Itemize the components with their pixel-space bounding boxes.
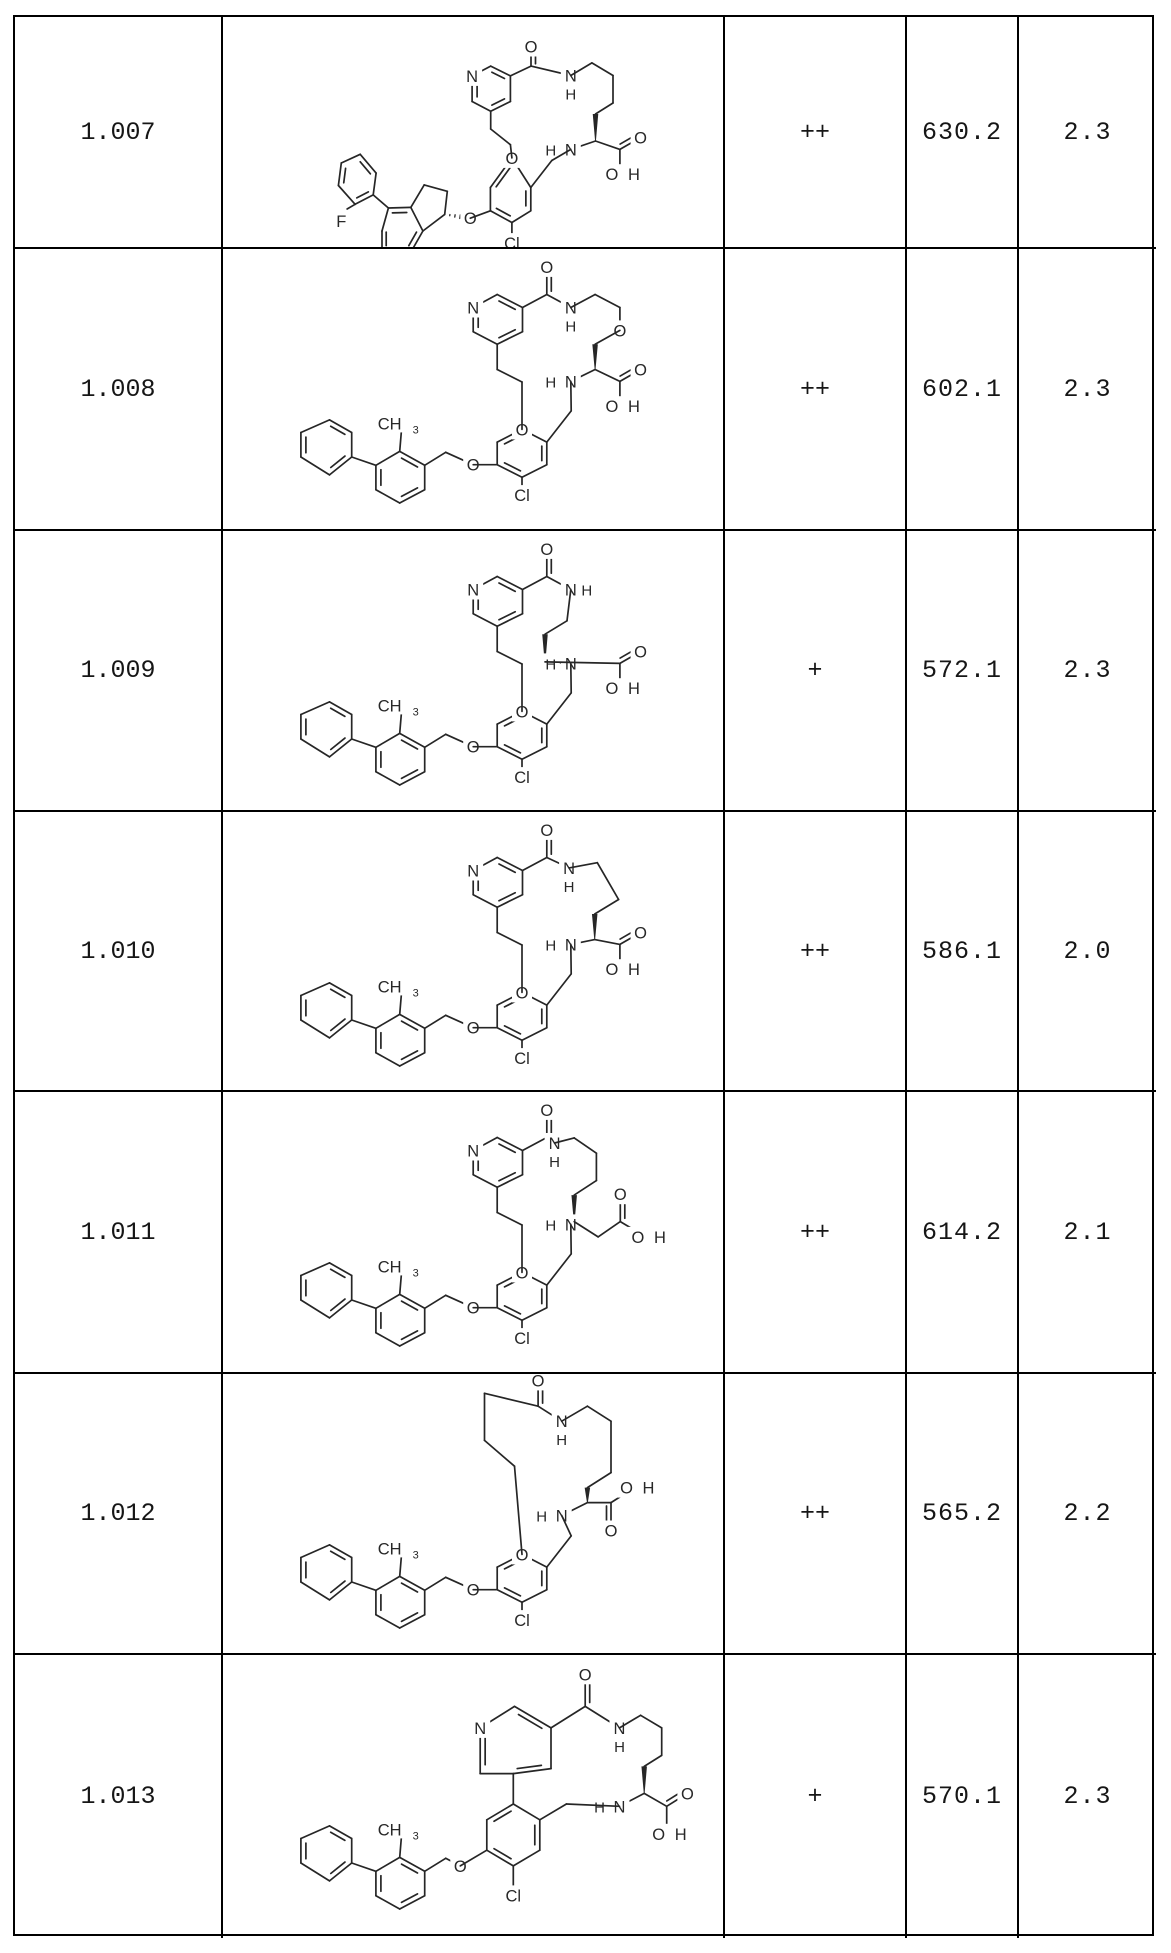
svg-text:H: H <box>594 1799 605 1816</box>
svg-text:O: O <box>540 259 553 277</box>
svg-text:3: 3 <box>413 706 419 718</box>
svg-text:F: F <box>336 213 346 231</box>
svg-text:O: O <box>614 1186 627 1204</box>
svg-text:3: 3 <box>413 987 419 999</box>
svg-text:O: O <box>681 1785 694 1803</box>
svg-text:O: O <box>467 1020 480 1038</box>
svg-text:O: O <box>631 1229 644 1247</box>
svg-text:O: O <box>605 961 618 979</box>
svg-text:N: N <box>467 582 479 600</box>
svg-text:O: O <box>464 210 477 228</box>
svg-text:O: O <box>532 1374 545 1390</box>
svg-text:H: H <box>549 1154 560 1171</box>
svg-text:O: O <box>540 541 553 559</box>
svg-text:O: O <box>613 322 626 340</box>
svg-text:CH: CH <box>378 415 402 433</box>
svg-text:H: H <box>565 87 576 104</box>
svg-text:O: O <box>634 925 647 943</box>
svg-text:H: H <box>643 1480 655 1498</box>
svg-text:O: O <box>605 398 618 416</box>
svg-text:H: H <box>628 961 640 979</box>
svg-text:O: O <box>467 1300 480 1318</box>
svg-text:O: O <box>467 457 480 475</box>
svg-text:O: O <box>634 362 647 380</box>
svg-text:O: O <box>579 1666 592 1684</box>
svg-text:O: O <box>605 680 618 698</box>
svg-text:N: N <box>565 68 577 86</box>
svg-text:Cl: Cl <box>514 1330 530 1348</box>
svg-text:N: N <box>556 1413 568 1431</box>
svg-text:3: 3 <box>413 1267 419 1279</box>
svg-text:O: O <box>540 1102 553 1120</box>
svg-text:O: O <box>605 166 618 184</box>
svg-text:H: H <box>614 1739 625 1756</box>
svg-text:N: N <box>474 1720 486 1738</box>
svg-text:3: 3 <box>413 1549 419 1561</box>
svg-text:CH: CH <box>378 697 402 715</box>
svg-text:O: O <box>620 1480 633 1498</box>
svg-text:H: H <box>581 583 592 600</box>
svg-text:N: N <box>565 141 577 159</box>
svg-text:CH: CH <box>378 1540 402 1558</box>
svg-text:3: 3 <box>413 424 419 436</box>
svg-text:N: N <box>614 1798 626 1816</box>
svg-text:N: N <box>467 863 479 881</box>
svg-text:Cl: Cl <box>514 1612 530 1630</box>
svg-text:Cl: Cl <box>514 769 530 787</box>
svg-text:H: H <box>556 1432 567 1449</box>
svg-text:Cl: Cl <box>514 1050 530 1068</box>
svg-text:CH: CH <box>378 1821 402 1839</box>
svg-text:CH: CH <box>378 978 402 996</box>
svg-text:Cl: Cl <box>504 235 520 247</box>
svg-text:H: H <box>545 937 556 954</box>
svg-text:N: N <box>549 1135 561 1153</box>
svg-text:H: H <box>654 1229 666 1247</box>
svg-text:Cl: Cl <box>506 1887 522 1905</box>
svg-text:N: N <box>467 1143 479 1161</box>
svg-text:H: H <box>536 1509 547 1526</box>
svg-text:CH: CH <box>378 1258 402 1276</box>
svg-text:O: O <box>540 822 553 840</box>
svg-text:H: H <box>565 319 576 336</box>
svg-text:H: H <box>564 879 575 896</box>
svg-text:3: 3 <box>413 1830 419 1842</box>
svg-text:H: H <box>545 1217 556 1234</box>
svg-text:O: O <box>525 39 538 57</box>
svg-text:H: H <box>545 374 556 391</box>
svg-text:O: O <box>467 739 480 757</box>
svg-text:O: O <box>634 644 647 662</box>
svg-text:H: H <box>628 166 640 184</box>
svg-text:N: N <box>614 1720 626 1738</box>
svg-text:H: H <box>628 680 640 698</box>
svg-text:O: O <box>634 130 647 148</box>
svg-text:O: O <box>605 1523 618 1541</box>
svg-text:H: H <box>675 1826 687 1844</box>
svg-text:N: N <box>565 300 577 318</box>
svg-text:N: N <box>563 860 575 878</box>
svg-text:H: H <box>545 142 556 159</box>
svg-text:O: O <box>454 1858 467 1876</box>
svg-text:H: H <box>628 398 640 416</box>
svg-text:Cl: Cl <box>514 487 530 505</box>
svg-text:O: O <box>652 1826 665 1844</box>
svg-text:N: N <box>466 68 478 86</box>
svg-text:H: H <box>545 656 556 673</box>
svg-text:N: N <box>467 300 479 318</box>
svg-text:O: O <box>467 1582 480 1600</box>
